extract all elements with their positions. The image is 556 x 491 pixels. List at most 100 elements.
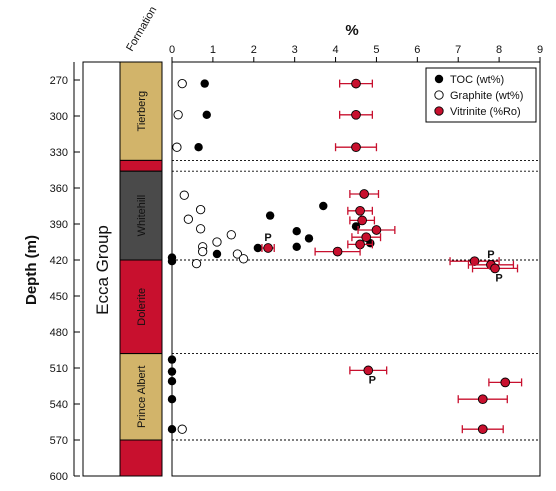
vitrinite-ro-point — [355, 239, 365, 250]
toc-wt-point — [167, 395, 177, 404]
vitrinite-ro-point — [469, 256, 480, 267]
formation-block-3 — [119, 259, 163, 355]
toc-wt-point — [202, 110, 211, 120]
graphite-wt-point — [195, 224, 206, 234]
vitrinite-ro-point — [490, 263, 500, 274]
x-tick-label: 5 — [373, 44, 379, 56]
vitrinite-ro-point — [500, 377, 511, 388]
graphite-wt-point — [172, 142, 182, 152]
x-tick-label: 6 — [414, 44, 420, 56]
legend-label-vitrinite: Vitrinite (%Ro) — [450, 106, 521, 118]
graphite-wt-point — [183, 214, 194, 224]
vitrinite-ro-point — [263, 243, 273, 253]
legend-marker-toc — [434, 74, 444, 84]
toc-wt-point — [265, 211, 275, 220]
toc-wt-point — [167, 355, 177, 364]
formation-column: Tierberg Whitehill Dolerite Prince Albert — [119, 61, 163, 477]
formation-label-prince-albert: Prince Albert — [136, 366, 148, 428]
y-axis-label: Depth (m) — [23, 235, 40, 305]
vitrinite-ro-point — [355, 205, 365, 216]
y-tick-label: 450 — [50, 291, 68, 303]
formation-boundaries — [172, 159, 540, 441]
toc-wt-point — [167, 425, 177, 434]
graphite-wt-point — [212, 237, 222, 247]
toc-wt-point — [319, 201, 328, 211]
toc-wt-point — [200, 79, 209, 88]
formation-block-0 — [119, 61, 163, 161]
vitrinite-ro-point-label: P — [487, 249, 494, 261]
toc-wt-point — [253, 243, 263, 253]
legend-box — [425, 67, 537, 123]
graphite-wt-point — [226, 230, 236, 240]
vitrinite-ro-point — [351, 109, 361, 120]
vitrinite-ro-point — [351, 142, 361, 153]
ecca-group-box — [82, 61, 121, 477]
toc-wt-point — [212, 249, 222, 259]
graphite-wt-point — [177, 424, 187, 434]
y-tick-label: 480 — [50, 327, 68, 339]
toc-wt-point — [167, 367, 177, 376]
toc-wt-point — [292, 242, 301, 251]
y-tick-label: 510 — [50, 363, 68, 375]
toc-wt-point — [292, 227, 301, 236]
toc-wt-point — [167, 257, 177, 266]
y-tick-label: 420 — [50, 255, 68, 267]
y-tick-label: 360 — [50, 183, 68, 195]
graphite-wt-point — [177, 78, 187, 89]
y-tick-label: 300 — [50, 111, 68, 123]
y-tick-label: 600 — [50, 471, 68, 483]
y-tick-label: 540 — [50, 399, 68, 411]
toc-wt-point — [167, 377, 177, 386]
y-tick-label: 270 — [50, 75, 68, 87]
toc-wt-point — [194, 143, 203, 152]
x-tick-label: 2 — [251, 44, 257, 56]
graphite-wt-point — [179, 190, 189, 200]
legend: TOC (wt%) Graphite (wt%) Vitrinite (%Ro) — [425, 67, 537, 123]
legend-label-graphite: Graphite (wt%) — [450, 90, 523, 102]
toc-wt-point — [304, 234, 314, 243]
graphite-wt-point — [198, 246, 208, 257]
x-axis-label: % — [345, 22, 358, 39]
formation-label-whitehill: Whitehill — [136, 195, 148, 237]
x-tick-label: 7 — [455, 44, 461, 56]
x-tick-label: 8 — [496, 44, 502, 56]
legend-label-toc: TOC (wt%) — [450, 74, 504, 86]
graphite-wt-point — [191, 258, 202, 269]
x-tick-label: 4 — [332, 44, 338, 56]
x-axis: 0 1 2 3 4 5 6 7 8 9 — [169, 44, 543, 62]
graphite-wt-point — [232, 249, 243, 259]
formation-block-2 — [119, 170, 163, 261]
formation-label-tierberg: Tierberg — [136, 91, 148, 132]
graphite-wt-point — [195, 204, 206, 215]
vitrinite-ro-point — [361, 232, 372, 243]
formation-header: Formation — [124, 5, 159, 54]
y-axis: 270 300 330 360 390 420 450 480 510 540 570 600 — [50, 62, 80, 483]
vitrinite-ro-point-label: P — [264, 232, 271, 244]
vitrinite-ro-point — [363, 365, 374, 376]
vitrinite-ro-point — [477, 394, 488, 405]
vitrinite-ro-point-label: P — [369, 374, 376, 386]
x-tick-label: 9 — [537, 44, 543, 56]
vitrinite-ro-point — [359, 189, 370, 199]
graphite-wt-point — [238, 254, 249, 264]
formation-label-dolerite: Dolerite — [136, 288, 148, 326]
vitrinite-ro-point — [477, 424, 488, 435]
formation-block-5 — [119, 439, 163, 477]
legend-marker-graphite — [434, 90, 444, 100]
vitrinite-ro-point — [357, 215, 367, 226]
x-tick-label: 3 — [292, 44, 298, 56]
x-tick-label: 1 — [210, 44, 216, 56]
x-tick-label: 0 — [169, 44, 175, 56]
graphite-wt-point — [173, 110, 183, 120]
vitrinite-ro-point — [332, 246, 343, 257]
legend-marker-vitrinite — [434, 106, 444, 116]
vitrinite-ro-point — [351, 78, 361, 89]
ecca-group-label: Ecca Group — [93, 225, 112, 315]
y-tick-label: 390 — [50, 219, 68, 231]
y-tick-label: 330 — [50, 147, 68, 159]
plot-frame — [171, 61, 541, 477]
vitrinite-ro-point — [371, 225, 382, 235]
formation-block-1 — [119, 159, 163, 172]
